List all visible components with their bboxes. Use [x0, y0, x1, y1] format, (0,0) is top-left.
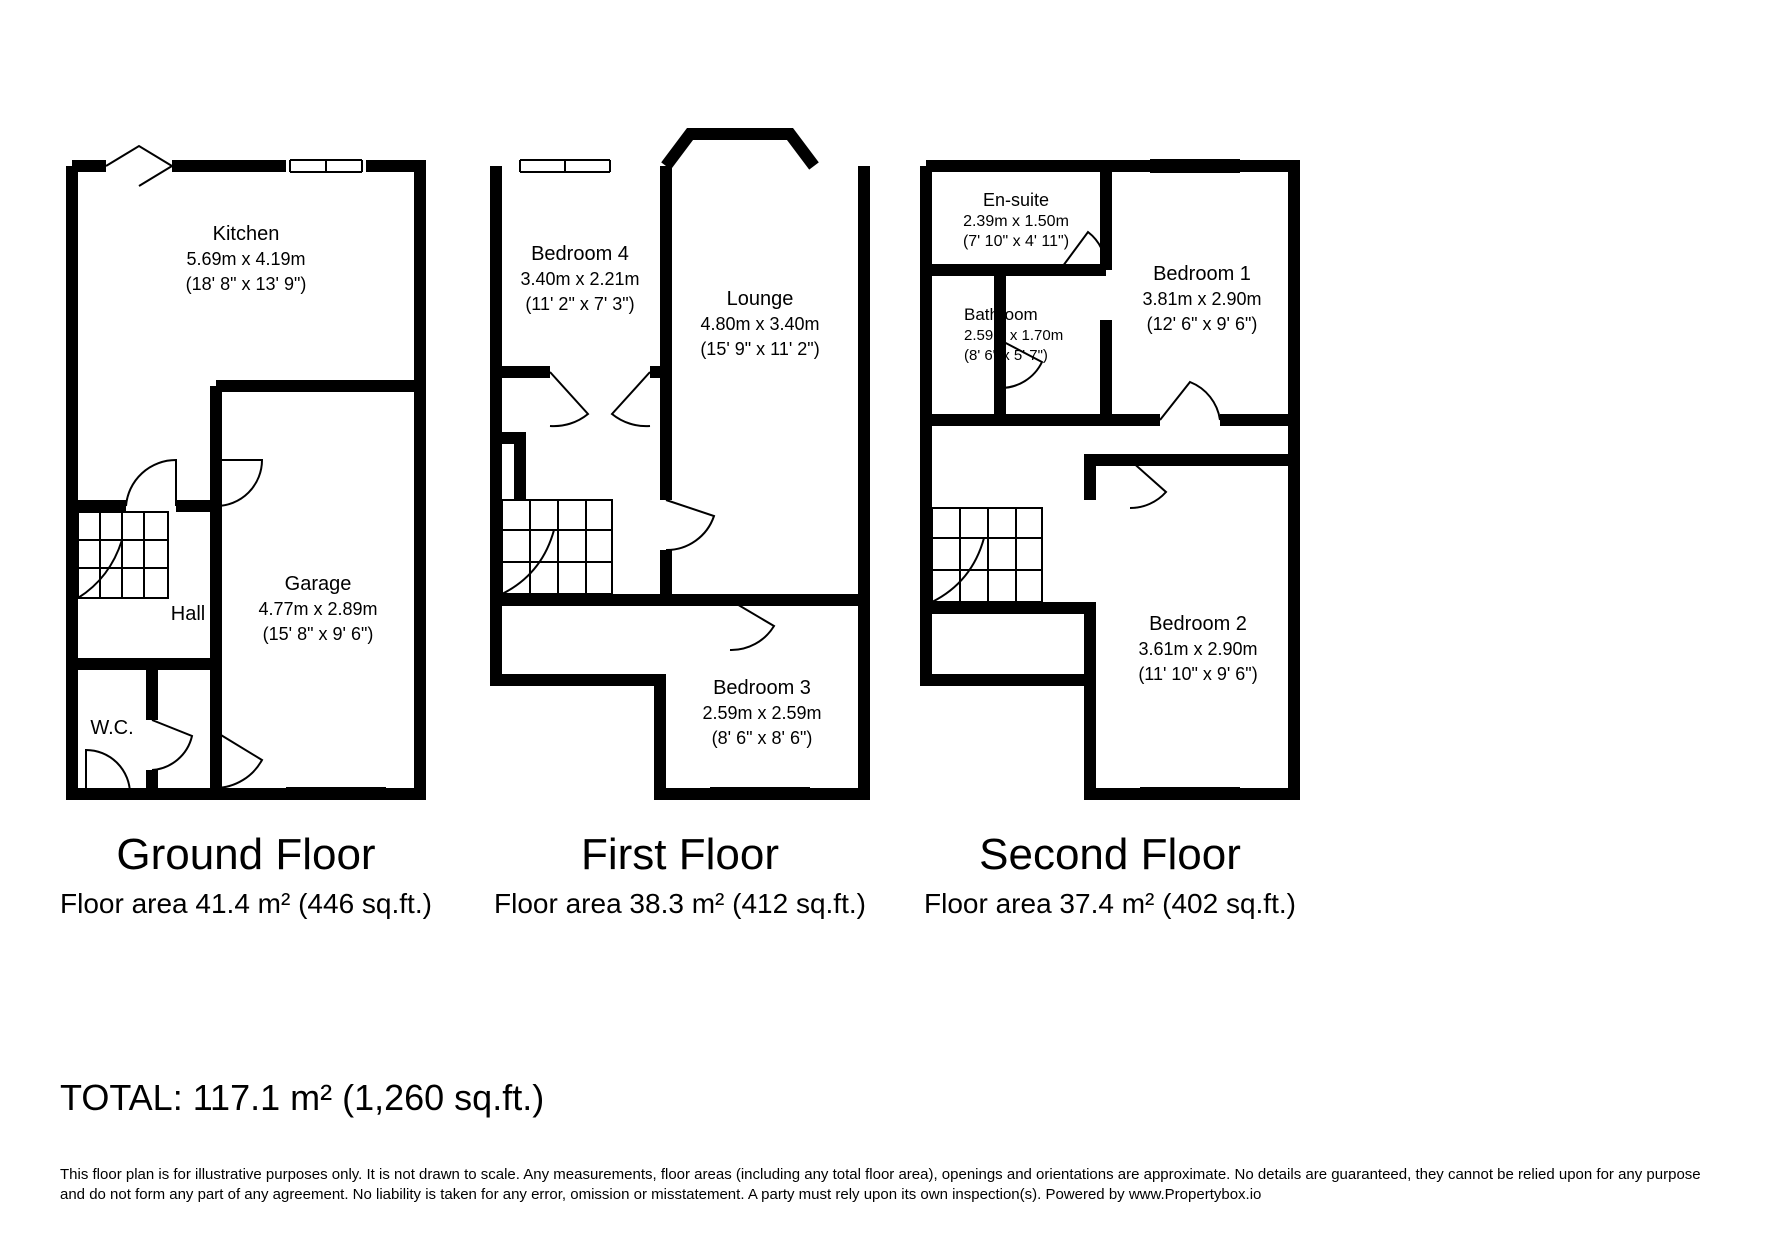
- ensuite-dim-m: 2.39m x 1.50m: [963, 213, 1069, 230]
- bed4-label: Bedroom 4: [531, 243, 629, 265]
- bed1-label: Bedroom 1: [1153, 263, 1251, 285]
- bath-dim-m: 2.59m x 1.70m: [964, 327, 1063, 344]
- total-area: TOTAL: 117.1 m² (1,260 sq.ft.): [60, 1077, 544, 1119]
- ground-floor: Kitchen 5.69m x 4.19m (18' 8" x 13' 9") …: [60, 120, 432, 920]
- lounge-label: Lounge: [727, 288, 794, 310]
- second-floor-title: Second Floor: [979, 830, 1241, 880]
- kitchen-dim-i: (18' 8" x 13' 9"): [186, 274, 307, 294]
- bed3-label: Bedroom 3: [713, 677, 811, 699]
- ground-floor-plan: Kitchen 5.69m x 4.19m (18' 8" x 13' 9") …: [66, 120, 426, 800]
- bed1-dim-m: 3.81m x 2.90m: [1142, 289, 1261, 309]
- bed4-dim-i: (11' 2" x 7' 3"): [525, 294, 634, 314]
- second-floor-plan: En-suite 2.39m x 1.50m (7' 10" x 4' 11")…: [920, 120, 1300, 800]
- lounge-dim-i: (15' 9" x 11' 2"): [700, 339, 819, 359]
- bed1-dim-i: (12' 6" x 9' 6"): [1147, 314, 1258, 334]
- bed3-dim-i: (8' 6" x 8' 6"): [712, 728, 813, 748]
- garage-dim-i: (15' 8" x 9' 6"): [263, 624, 374, 644]
- first-floor-plan: Bedroom 4 3.40m x 2.21m (11' 2" x 7' 3")…: [490, 120, 870, 800]
- first-floor: Bedroom 4 3.40m x 2.21m (11' 2" x 7' 3")…: [490, 120, 870, 920]
- garage-dim-m: 4.77m x 2.89m: [258, 599, 377, 619]
- ground-floor-title: Ground Floor: [116, 830, 375, 880]
- disclaimer-text: This floor plan is for illustrative purp…: [60, 1165, 1711, 1206]
- bath-label: Bathroom: [964, 305, 1038, 324]
- ensuite-label: En-suite: [983, 190, 1049, 210]
- ground-floor-area: Floor area 41.4 m² (446 sq.ft.): [60, 888, 432, 920]
- lounge-dim-m: 4.80m x 3.40m: [700, 314, 819, 334]
- second-floor: En-suite 2.39m x 1.50m (7' 10" x 4' 11")…: [920, 120, 1300, 920]
- ensuite-dim-i: (7' 10" x 4' 11"): [963, 233, 1069, 250]
- kitchen-label: Kitchen: [213, 223, 280, 245]
- first-floor-title: First Floor: [581, 830, 779, 880]
- bath-dim-i: (8' 6" x 5' 7"): [964, 347, 1048, 364]
- bed2-label: Bedroom 2: [1149, 613, 1247, 635]
- garage-label: Garage: [285, 573, 352, 595]
- kitchen-dim-m: 5.69m x 4.19m: [186, 249, 305, 269]
- bed2-dim-m: 3.61m x 2.90m: [1138, 639, 1257, 659]
- bed3-dim-m: 2.59m x 2.59m: [702, 703, 821, 723]
- first-floor-area: Floor area 38.3 m² (412 sq.ft.): [494, 888, 866, 920]
- bed2-dim-i: (11' 10" x 9' 6"): [1138, 664, 1257, 684]
- bed4-dim-m: 3.40m x 2.21m: [520, 269, 639, 289]
- hall-label: Hall: [171, 603, 205, 625]
- wc-label: W.C.: [90, 717, 133, 739]
- second-floor-area: Floor area 37.4 m² (402 sq.ft.): [924, 888, 1296, 920]
